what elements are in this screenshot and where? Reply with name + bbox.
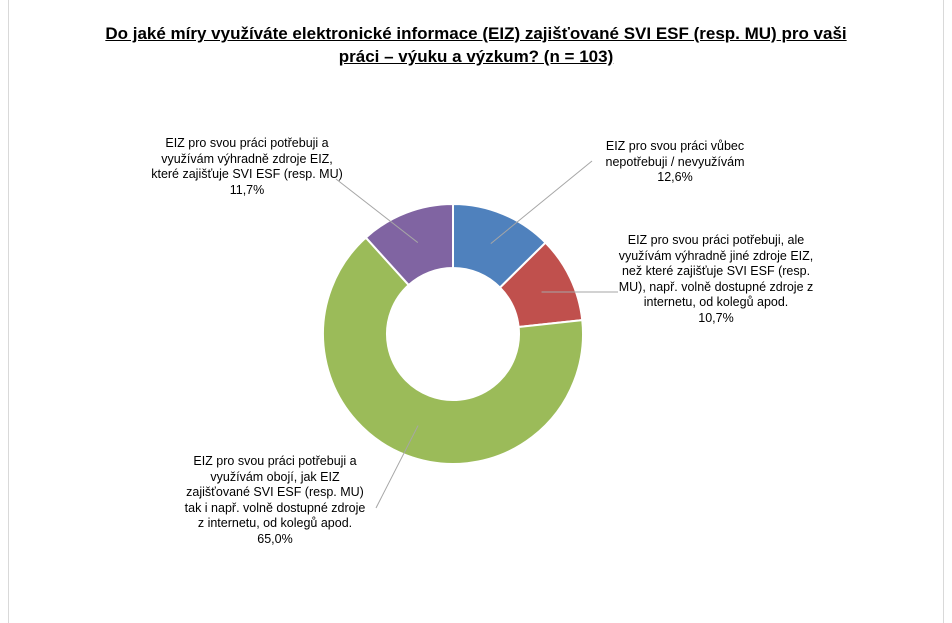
donut-slice-2 (322, 236, 584, 465)
slice-label-3: EIZ pro svou práci potřebuji a využívám … (149, 136, 345, 198)
slice-label-3-value: 11,7% (229, 182, 265, 197)
donut-slice-3 (364, 202, 454, 287)
chart-title-line-2: práci – výuku a výzkum? (n = 103) (338, 47, 614, 66)
slice-label-0-text: EIZ pro svou práci vůbec nepotřebuji / n… (605, 139, 745, 169)
slice-label-2-value: 65,0% (257, 531, 293, 546)
chart-frame (8, 0, 944, 623)
leader-line-2 (375, 425, 419, 509)
chart-title-line-1: Do jaké míry využíváte elektronické info… (105, 24, 847, 43)
leader-line-0 (490, 160, 593, 244)
slice-label-0: EIZ pro svou práci vůbec nepotřebuji / n… (580, 139, 770, 186)
slice-label-2-text: EIZ pro svou práci potřebuji a využívám … (184, 454, 366, 530)
chart-title: Do jaké míry využíváte elektronické info… (80, 22, 872, 68)
slice-label-0-value: 12,6% (657, 170, 693, 184)
slice-label-2: EIZ pro svou práci potřebuji a využívám … (181, 454, 369, 547)
slice-label-1-text: EIZ pro svou práci potřebuji, ale využív… (618, 233, 814, 309)
slice-label-1-value: 10,7% (698, 310, 734, 325)
leader-line-3 (335, 178, 419, 243)
slice-label-3-text: EIZ pro svou práci potřebuji a využívám … (151, 136, 343, 181)
slice-label-1: EIZ pro svou práci potřebuji, ale využív… (614, 233, 818, 326)
